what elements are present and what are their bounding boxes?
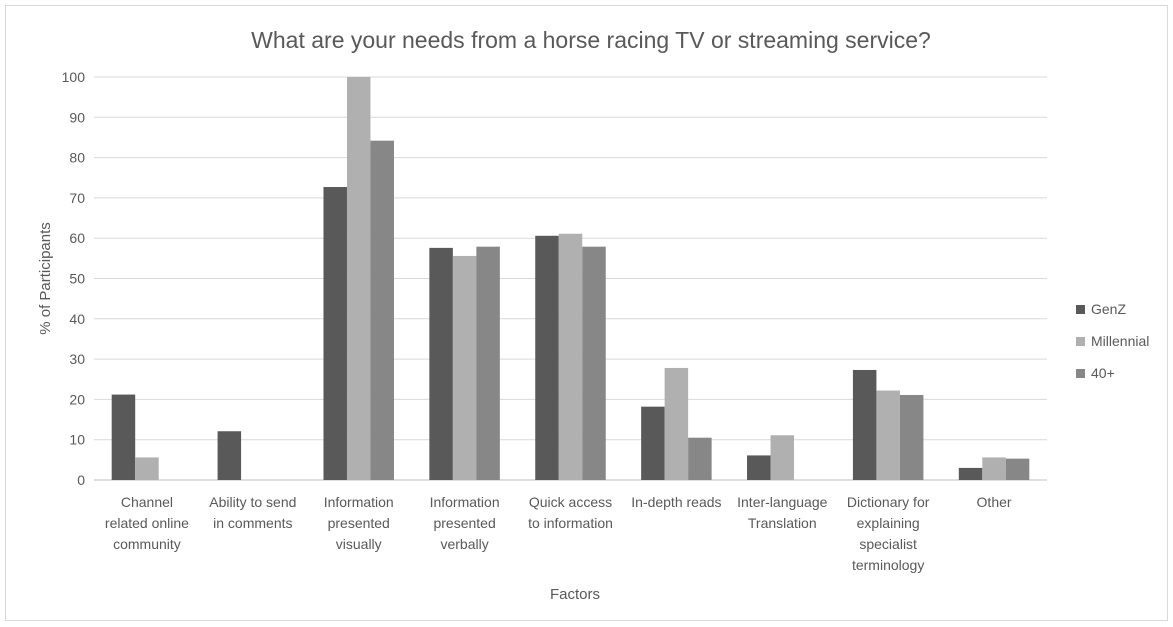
x-category-label: Other [977,494,1012,510]
bar-millennial [135,457,159,480]
x-category-line: presented [328,515,390,531]
y-tick-label: 80 [69,150,85,166]
x-category-line: to information [528,515,613,531]
x-category-line: Quick access [529,494,612,510]
bar-genz [535,235,559,480]
x-category-line: explaining [857,515,920,531]
y-tick-label: 20 [69,391,85,407]
x-category-line: in comments [213,515,292,531]
y-tick-label: 60 [69,230,85,246]
y-tick-label: 10 [69,432,85,448]
x-category-label: Information presented verbally [430,494,500,552]
bar-millennial [770,435,795,480]
bar-millennial [876,390,900,480]
y-tick-label: 30 [69,351,85,367]
bar-genz [641,406,665,480]
x-category-line: Ability to send [209,494,296,510]
bars [111,77,1030,481]
bar-genz [852,369,877,480]
x-category-label: Inter-language Translation [737,494,828,531]
legend-swatch [1076,337,1085,346]
bar-genz [747,455,771,480]
bar-millennial [982,457,1006,480]
bar-genz [217,431,242,480]
bar-millennial [664,367,689,480]
x-category-line: Inter-language [737,494,828,510]
x-category-label: Quick access to information [528,494,613,531]
bar-millennial [346,77,371,480]
y-tick-label: 50 [69,271,85,287]
bar-genz [958,467,983,480]
y-tick-label: 40 [69,311,85,327]
legend-label: GenZ [1091,301,1126,317]
legend-swatch [1076,369,1085,378]
x-category-line: presented [433,515,495,531]
y-tick-label: 100 [62,69,86,85]
x-category-line: terminology [852,557,924,573]
legend-label: Millennial [1091,333,1149,349]
x-category-label: In-depth reads [631,494,721,510]
bar-genz [429,247,453,480]
legend-swatch [1076,305,1085,314]
y-axis-title: % of Participants [37,222,54,335]
bar-40- [899,394,924,480]
x-category-line: Translation [748,515,817,531]
chart-title: What are your needs from a horse racing … [251,27,931,53]
x-category-line: Channel [121,494,173,510]
x-category-line: visually [336,536,382,552]
x-category-label: Dictionary for explaining specialist termin… [847,494,930,573]
x-category-line: Information [430,494,500,510]
bar-40- [582,246,606,480]
x-category-line: specialist [859,536,917,552]
x-category-line: Information [324,494,394,510]
bar-genz [323,187,347,481]
chart-frame: What are your needs from a horse racing … [5,5,1168,621]
y-tick-label: 90 [69,109,85,125]
x-category-line: verbally [440,536,488,552]
legend: GenZ Millennial 40+ [1076,301,1149,381]
x-category-line: Other [977,494,1012,510]
y-tick-label: 0 [77,472,85,488]
legend-label: 40+ [1091,365,1115,381]
x-category-line: community [113,536,181,552]
bar-genz [111,394,136,480]
bar-chart: What are your needs from a horse racing … [37,27,1149,603]
bar-40- [688,437,712,480]
x-category-line: In-depth reads [631,494,721,510]
x-category-line: Dictionary for [847,494,930,510]
y-axis-ticks: 0 10 20 30 40 50 60 70 80 90 100 [62,69,86,488]
x-axis-categories: Channel related online community Ability to… [105,494,1012,573]
x-axis-title: Factors [550,586,600,603]
bar-40- [1005,458,1030,480]
x-category-label: Information presented visually [324,494,394,552]
bar-millennial [558,233,583,480]
x-category-line: related online [105,515,189,531]
x-category-label: Channel related online community [105,494,189,552]
bar-millennial [452,255,477,480]
bar-40- [476,246,500,480]
x-category-label: Ability to send in comments [209,494,296,531]
y-tick-label: 70 [69,190,85,206]
bar-40- [370,140,394,480]
